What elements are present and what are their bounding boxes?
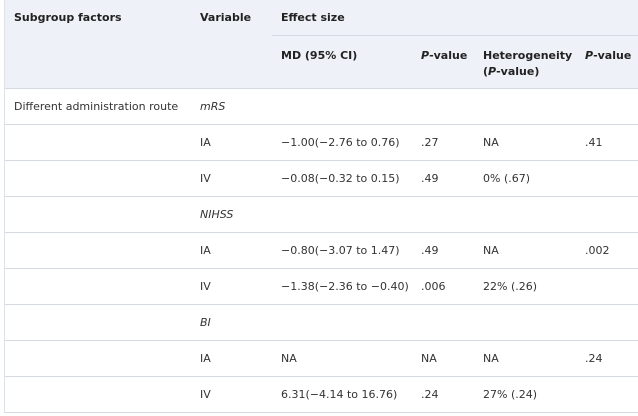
heterogeneity-label: Heterogeneity [483,48,573,62]
p-value-cell: .49 [412,232,474,269]
md-cell: −1.00(−2.76 to 0.76) [272,124,412,161]
p-value-2-cell [576,160,638,197]
table-row: BI [5,304,638,341]
p-value-cell: .27 [412,124,474,161]
subgroup-cell [5,268,191,305]
p-value-cell: .24 [412,376,474,413]
header-effect-size: Effect size [272,0,638,36]
variable-cell: IV [191,268,272,305]
heterogeneity-cell: NA [474,340,576,377]
p-value-2-cell [576,376,638,413]
table-row: IA NA NA NA .24 [5,340,638,377]
md-cell [272,196,412,233]
table-row: NIHSS [5,196,638,233]
heterogeneity-cell: NA [474,232,576,269]
subgroup-cell [5,196,191,233]
subgroup-analysis-table: Subgroup factors Variable Effect size MD… [5,0,638,413]
heterogeneity-cell: 0% (.67) [474,160,576,197]
heterogeneity-cell [474,196,576,233]
variable-cell: IV [191,376,272,413]
md-cell: NA [272,340,412,377]
variable-cell: NIHSS [191,196,272,233]
variable-cell: IV [191,160,272,197]
p-value-2-cell: .002 [576,232,638,269]
table-row: IV −1.38(−2.36 to −0.40) .006 22% (.26) [5,268,638,305]
heterogeneity-cell [474,304,576,341]
variable-cell: mRS [191,88,272,125]
header-p-value: P-value [412,35,474,89]
p-italic: P [421,48,430,62]
p-italic: P [488,64,497,78]
table-row: IV 6.31(−4.14 to 16.76) .24 27% (.24) [5,376,638,413]
md-cell: −0.08(−0.32 to 0.15) [272,160,412,197]
heterogeneity-cell [474,88,576,125]
p-value-2-cell: .41 [576,124,638,161]
subgroup-cell [5,124,191,161]
p-value-2-cell [576,304,638,341]
p-value-cell: .49 [412,160,474,197]
p-value-2-cell: .24 [576,340,638,377]
md-cell: 6.31(−4.14 to 16.76) [272,376,412,413]
header-heterogeneity: Heterogeneity (P-value) [474,35,576,89]
subgroup-cell [5,304,191,341]
md-cell [272,304,412,341]
variable-cell: IA [191,340,272,377]
md-cell: −0.80(−3.07 to 1.47) [272,232,412,269]
p-value-cell [412,88,474,125]
md-cell [272,88,412,125]
paren-open: ( [483,64,489,78]
variable-cell: BI [191,304,272,341]
subgroup-analysis-table-container: Subgroup factors Variable Effect size MD… [4,0,638,413]
subgroup-cell [5,160,191,197]
header-p-value-2: P-value [576,35,638,89]
p-suffix: -value) [496,64,540,78]
heterogeneity-cell: 22% (.26) [474,268,576,305]
heterogeneity-cell: 27% (.24) [474,376,576,413]
header-md-ci: MD (95% CI) [272,35,412,89]
p-suffix: -value [429,48,468,62]
p-value-cell: NA [412,340,474,377]
variable-cell: IA [191,124,272,161]
subgroup-cell [5,340,191,377]
md-cell: −1.38(−2.36 to −0.40) [272,268,412,305]
table-row: Different administration route mRS [5,88,638,125]
p-value-2-cell [576,196,638,233]
p-value-cell: .006 [412,268,474,305]
p-value-2-cell [576,88,638,125]
p-suffix: -value [593,48,632,62]
header-variable: Variable [191,0,272,89]
table-row: IA −1.00(−2.76 to 0.76) .27 NA .41 [5,124,638,161]
p-value-cell [412,304,474,341]
subgroup-cell [5,376,191,413]
variable-cell: IA [191,232,272,269]
heterogeneity-cell: NA [474,124,576,161]
table-row: IA −0.80(−3.07 to 1.47) .49 NA .002 [5,232,638,269]
p-italic: P [585,48,594,62]
header-subgroup-factors: Subgroup factors [5,0,191,89]
p-value-cell [412,196,474,233]
p-value-2-cell [576,268,638,305]
table-row: IV −0.08(−0.32 to 0.15) .49 0% (.67) [5,160,638,197]
subgroup-cell: Different administration route [5,88,191,125]
subgroup-cell [5,232,191,269]
